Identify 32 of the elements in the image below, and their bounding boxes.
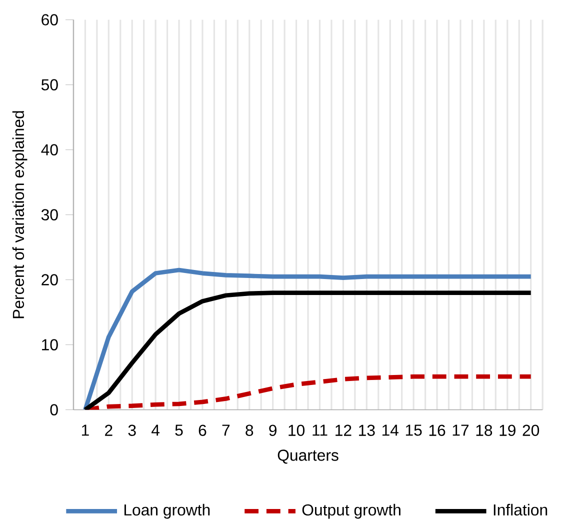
legend-label: Output growth — [302, 504, 400, 519]
y-tick-label: 10 — [42, 338, 58, 350]
y-tick-label: 20 — [42, 274, 58, 286]
x-tick-label: 6 — [198, 424, 206, 436]
x-tick-label: 18 — [476, 424, 492, 436]
y-tick-label: 50 — [41, 79, 58, 90]
y-tick-label: 0 — [50, 404, 58, 416]
x-tick-label: 2 — [105, 424, 112, 436]
x-tick-label: 15 — [406, 424, 422, 436]
x-tick-label: 11 — [312, 424, 328, 436]
x-tick-label: 19 — [500, 424, 516, 436]
x-tick-label: 20 — [522, 424, 540, 436]
x-tick-label: 9 — [269, 424, 276, 436]
x-axis-title: Quarters — [278, 449, 338, 464]
x-tick-label: 5 — [175, 424, 183, 436]
x-tick-label: 12 — [336, 424, 352, 436]
y-axis-title: Percent of variation explained — [12, 111, 28, 318]
x-tick-label: 14 — [382, 424, 398, 436]
y-tick-label: 30 — [41, 209, 58, 220]
x-tick-label: 3 — [128, 424, 136, 436]
x-tick-label: 10 — [288, 424, 305, 436]
x-tick-label: 16 — [429, 424, 446, 436]
legend-label: Loan growth — [124, 504, 210, 519]
x-tick-label: 1 — [82, 424, 89, 436]
x-tick-label: 13 — [359, 424, 375, 436]
y-tick-label: 60 — [42, 14, 58, 26]
x-tick-label: 17 — [452, 424, 469, 436]
x-tick-label: 4 — [152, 424, 160, 436]
x-tick-label: 8 — [246, 424, 254, 436]
y-tick-label: 40 — [41, 144, 58, 156]
legend-label: Inflation — [494, 504, 548, 516]
x-tick-label: 7 — [222, 424, 230, 436]
